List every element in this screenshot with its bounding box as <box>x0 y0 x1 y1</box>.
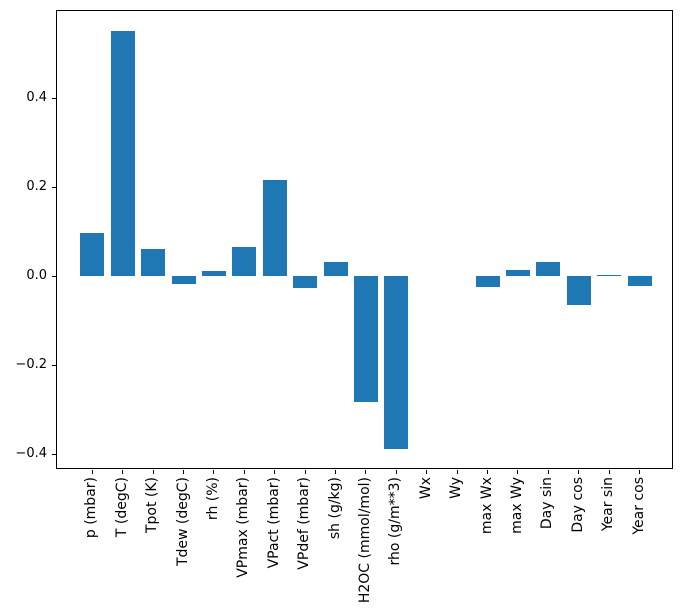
y-tick-mark <box>51 453 56 455</box>
x-tick-mark <box>608 470 610 474</box>
plot-area <box>56 10 673 469</box>
x-tick-mark <box>91 470 93 474</box>
y-tick-label: 0.2 <box>26 179 47 195</box>
x-tick-mark <box>365 470 367 474</box>
bar-tpot-k <box>141 249 166 277</box>
x-tick-label-h2oc-mmol-mol: H2OC (mmol/mol) <box>356 477 373 604</box>
x-tick-label-vpdef-mbar: VPdef (mbar) <box>296 477 313 570</box>
y-tick-label: 0.0 <box>26 268 47 284</box>
x-tick-label-tpot-k: Tpot (K) <box>144 477 161 534</box>
x-tick-mark <box>639 470 640 474</box>
x-tick-mark <box>213 470 215 474</box>
x-tick-mark <box>335 470 336 474</box>
bar-max-wy <box>505 270 530 277</box>
bar-vpdef-mbar <box>293 276 318 289</box>
x-tick-label-wy: Wy <box>448 477 465 499</box>
x-tick-label-year-cos: Year cos <box>630 477 647 535</box>
y-tick-mark <box>51 364 56 366</box>
x-tick-mark <box>578 470 580 474</box>
x-tick-label-sh-g-kg: sh (g/kg) <box>326 477 343 540</box>
bar-p-mbar <box>80 233 105 277</box>
x-tick-mark <box>395 470 397 474</box>
x-tick-label-vpact-mbar: VPact (mbar) <box>265 477 282 569</box>
x-tick-mark <box>243 470 245 474</box>
x-tick-mark <box>456 470 458 474</box>
x-tick-label-day-sin: Day sin <box>539 477 556 530</box>
x-tick-mark <box>426 470 428 474</box>
bar-vpmax-mbar <box>232 247 257 277</box>
bar-day-cos <box>566 276 591 305</box>
bar-sh-g-kg <box>323 262 348 277</box>
x-tick-mark <box>122 470 124 474</box>
x-tick-mark <box>304 470 306 474</box>
y-tick-label: −0.2 <box>15 357 47 373</box>
bar-vpact-mbar <box>262 179 287 277</box>
x-tick-label-year-sin: Year sin <box>600 477 617 532</box>
bar-year-sin <box>597 274 622 277</box>
y-tick-mark <box>51 275 56 277</box>
bar-h2oc-mmol-mol <box>353 276 378 402</box>
bar-day-sin <box>536 262 561 277</box>
y-tick-label: −0.4 <box>15 446 47 462</box>
x-tick-label-max-wy: max Wy <box>508 477 525 534</box>
x-tick-mark <box>183 470 184 474</box>
x-tick-mark <box>517 470 519 474</box>
x-tick-label-rh: rh (%) <box>204 477 221 521</box>
x-tick-mark <box>487 470 488 474</box>
y-tick-label: 0.4 <box>26 90 47 106</box>
x-tick-label-vpmax-mbar: VPmax (mbar) <box>235 477 252 578</box>
y-tick-mark <box>51 186 56 188</box>
x-tick-mark <box>152 470 154 474</box>
x-tick-label-rho-g-m-3: rho (g/m**3) <box>387 477 404 566</box>
x-tick-label-day-cos: Day cos <box>569 477 586 533</box>
x-tick-label-wx: Wx <box>417 477 434 500</box>
bar-rh <box>201 270 226 277</box>
bar-rho-g-m-3 <box>384 276 409 450</box>
bar-max-wx <box>475 276 500 287</box>
x-tick-label-max-wx: max Wx <box>478 477 495 535</box>
x-tick-mark <box>274 470 276 474</box>
bar-t-degc <box>110 30 135 277</box>
x-tick-label-t-degc: T (degC) <box>113 477 130 538</box>
x-tick-mark <box>547 470 549 474</box>
y-tick-mark <box>51 97 56 99</box>
x-tick-label-tdew-degc: Tdew (degC) <box>174 477 191 567</box>
bar-year-cos <box>627 276 652 286</box>
bar-tdew-degc <box>171 276 196 285</box>
x-tick-label-p-mbar: p (mbar) <box>83 477 100 539</box>
